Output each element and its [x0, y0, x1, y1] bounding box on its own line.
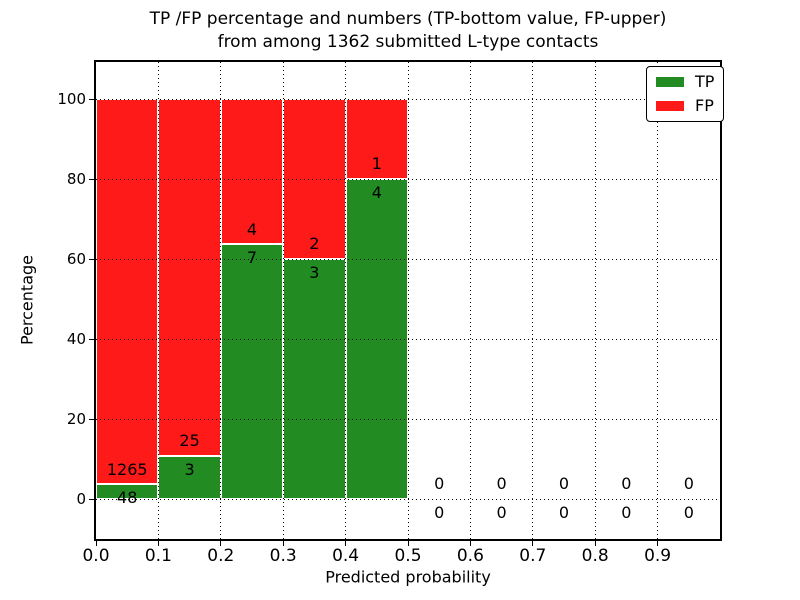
- fp-count-label-bin3: 2: [309, 234, 320, 254]
- tp-count-label-bin4: 4: [371, 182, 382, 202]
- x-axis-label: Predicted probability: [325, 567, 491, 587]
- fp-count-label-bin5: 0: [434, 474, 445, 494]
- chart-title-line1: TP /FP percentage and numbers (TP-bottom…: [149, 9, 667, 29]
- y-tick-2: [89, 338, 94, 340]
- tp-count-label-bin3: 3: [309, 262, 320, 282]
- gridline-v-0.9: [657, 62, 659, 539]
- x-tick-1: [157, 541, 159, 546]
- gridline-v-0.7: [532, 62, 534, 539]
- x-tick-5: [407, 541, 409, 546]
- legend-item-fp: FP: [656, 98, 714, 114]
- fp-count-label-bin7: 0: [558, 474, 570, 494]
- chart-title: TP /FP percentage and numbers (TP-bottom…: [96, 8, 720, 54]
- tp-count-label-bin9: 0: [683, 502, 694, 522]
- fp-count-label-bin1: 25: [179, 431, 200, 451]
- y-tick-label-4: 80: [66, 170, 86, 188]
- bar-fp-bin2: [220, 99, 284, 245]
- x-tick-label-5: 0.5: [394, 546, 422, 566]
- tp-count-label-bin8: 0: [621, 502, 632, 522]
- x-tick-9: [657, 541, 659, 546]
- x-tick-6: [469, 541, 471, 546]
- gridline-v-0.1: [157, 62, 159, 539]
- y-tick-label-1: 20: [66, 410, 86, 428]
- legend-item-tp: TP: [656, 74, 714, 90]
- x-tick-label-0: 0.0: [82, 546, 110, 566]
- y-tick-label-3: 60: [66, 250, 86, 268]
- y-tick-label-5: 100: [57, 90, 86, 108]
- gridline-v-0.8: [594, 62, 596, 539]
- x-tick-0: [95, 541, 97, 546]
- legend-tp-label: TP: [695, 72, 715, 91]
- fp-count-label-bin8: 0: [621, 474, 632, 494]
- bar-fp-bin4: [345, 99, 408, 179]
- y-tick-0: [89, 498, 94, 500]
- bar-fp-bin0: [96, 99, 159, 485]
- gridline-v-0.5: [407, 62, 409, 539]
- legend-fp-label: FP: [695, 96, 714, 115]
- bar-tp-bin1: [158, 456, 221, 499]
- x-tick-label-7: 0.7: [519, 546, 547, 566]
- bar-tp-bin0: [96, 484, 159, 499]
- tp-count-label-bin6: 0: [496, 502, 507, 522]
- fp-count-label-bin2: 4: [246, 219, 258, 239]
- y-tick-3: [89, 258, 94, 260]
- fp-count-label-bin4: 1: [371, 154, 382, 174]
- x-tick-7: [532, 541, 534, 546]
- x-tick-3: [282, 541, 284, 546]
- chart-title-line2: from among 1362 submitted L-type contact…: [217, 32, 599, 52]
- fp-count-label-bin6: 0: [496, 474, 507, 494]
- x-tick-8: [594, 541, 596, 546]
- legend-fp-swatch: [656, 101, 684, 111]
- bar-tp-bin3: [283, 259, 346, 499]
- tp-count-label-bin7: 0: [558, 502, 570, 522]
- tp-count-label-bin1: 3: [184, 459, 195, 479]
- gridline-v-0.6: [469, 62, 471, 539]
- x-tick-label-1: 0.1: [144, 546, 172, 566]
- y-tick-label-0: 0: [76, 490, 86, 508]
- gridline-v-0.4: [345, 62, 347, 539]
- legend: TP FP: [646, 66, 725, 122]
- bar-tp-bin2: [220, 244, 284, 499]
- y-tick-5: [89, 98, 94, 100]
- y-tick-1: [89, 418, 94, 420]
- bar-fp-bin1: [158, 99, 221, 457]
- x-tick-label-2: 0.2: [207, 546, 235, 566]
- x-tick-label-9: 0.9: [644, 546, 672, 566]
- tp-count-label-bin0: 48: [117, 487, 138, 507]
- y-tick-4: [89, 178, 94, 180]
- tp-count-label-bin2: 7: [246, 248, 258, 268]
- x-tick-label-6: 0.6: [456, 546, 484, 566]
- x-tick-label-3: 0.3: [269, 546, 297, 566]
- gridline-v-0.2: [220, 62, 222, 539]
- x-tick-label-8: 0.8: [581, 546, 609, 566]
- x-tick-4: [345, 541, 347, 546]
- legend-tp-swatch: [656, 77, 684, 87]
- y-tick-label-2: 40: [66, 330, 86, 348]
- x-tick-label-4: 0.4: [332, 546, 360, 566]
- fp-count-label-bin9: 0: [683, 474, 694, 494]
- fp-count-label-bin0: 1265: [106, 459, 148, 479]
- gridline-v-0.3: [282, 62, 284, 539]
- tp-count-label-bin5: 0: [434, 502, 445, 522]
- x-tick-2: [220, 541, 222, 546]
